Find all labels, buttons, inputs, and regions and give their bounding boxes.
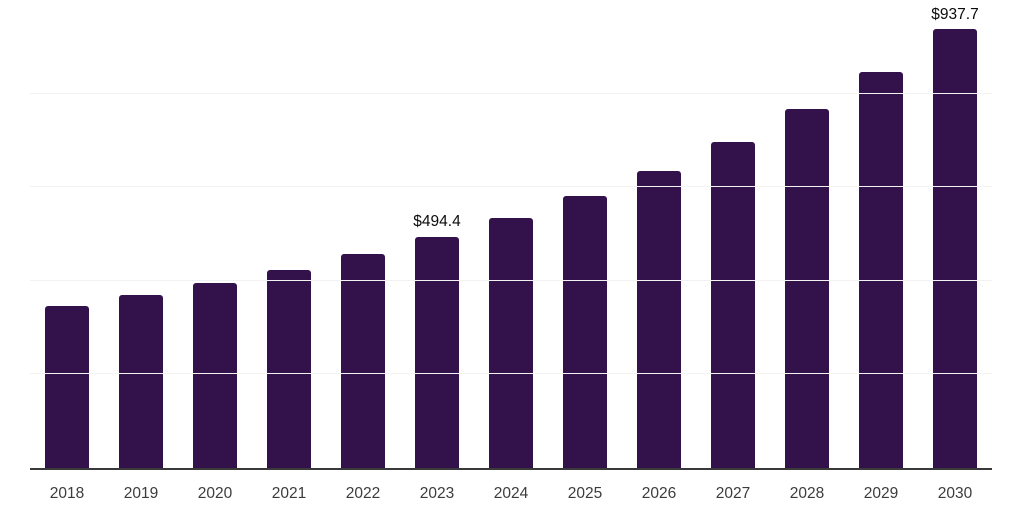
bar-2026 [637,170,681,468]
x-axis: 2018 2019 2020 2021 2022 2023 2024 2025 2026 2027… [30,470,992,503]
gridline [30,92,992,94]
bar-2030 [933,29,977,468]
x-axis-label: 2029 [863,485,899,502]
bar-slot: $937.7 [918,0,992,468]
gridline [30,373,992,375]
bar-slot [104,0,178,468]
x-axis-label: 2022 [345,485,381,502]
bar-2019 [119,294,163,468]
bar-2029 [859,72,903,468]
bar-slot [770,0,844,468]
bar-slot [844,0,918,468]
bar-slot [548,0,622,468]
bar-2027 [711,142,755,468]
bar-slot [474,0,548,468]
bar-series: $494.4 $937.7 [30,0,992,468]
x-axis-label: 2025 [567,485,603,502]
bar-chart-plot-area: $494.4 $937.7 [30,0,992,470]
x-axis-label: 2027 [715,485,751,502]
x-axis-label: 2026 [641,485,677,502]
bar-2020 [193,282,237,468]
bar-slot [30,0,104,468]
gridline [30,279,992,281]
bar-value-label: $494.4 [413,213,461,231]
x-axis-label: 2023 [419,485,455,502]
x-axis-label: 2028 [789,485,825,502]
bar-2028 [785,108,829,468]
bar-slot: $494.4 [400,0,474,468]
bar-2018 [45,305,89,468]
bar-2022 [341,253,385,468]
x-axis-label: 2019 [123,485,159,502]
bar-slot [252,0,326,468]
bar-slot [696,0,770,468]
x-axis-label: 2030 [937,485,973,502]
x-axis-label: 2021 [271,485,307,502]
x-axis-label: 2018 [49,485,85,502]
bar-2025 [563,195,607,468]
bar-2023 [415,236,459,468]
bar-value-label: $937.7 [931,5,979,23]
x-axis-label: 2020 [197,485,233,502]
x-axis-label: 2024 [493,485,529,502]
bar-2021 [267,269,311,468]
bar-slot [178,0,252,468]
bar-slot [622,0,696,468]
bar-2024 [489,218,533,468]
gridline [30,186,992,188]
bar-slot [326,0,400,468]
